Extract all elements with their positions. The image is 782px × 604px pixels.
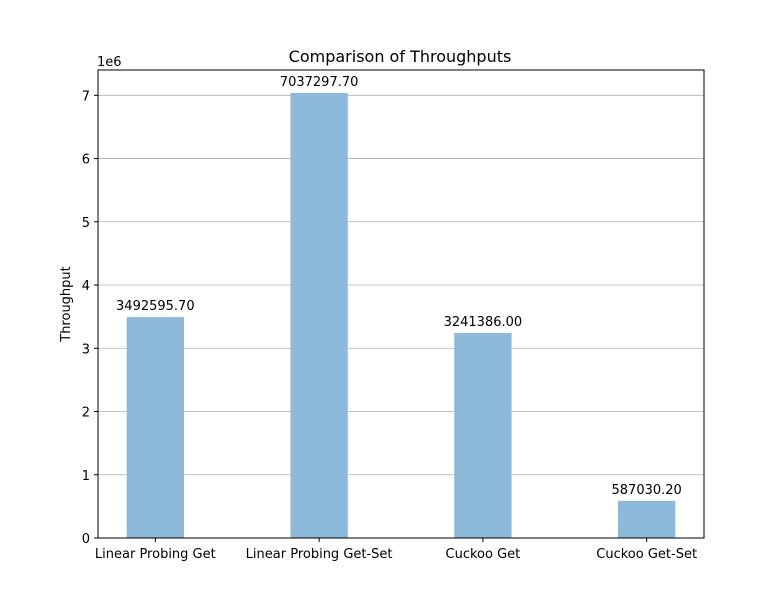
x-tick-label: Cuckoo Get [446,547,521,562]
value-label: 7037297.70 [280,75,359,90]
y-tick-label: 5 [82,216,90,231]
y-tick-label: 6 [82,153,90,168]
y-axis-offset-label: 1e6 [97,55,122,70]
x-tick-label: Linear Probing Get-Set [246,547,393,562]
gridlines [98,94,704,476]
value-label: 3492595.70 [116,299,195,314]
value-label: 3241386.00 [444,315,523,330]
plot-frame [97,69,705,539]
y-axis-ticks: 0 1 2 3 4 5 6 7 [82,89,98,547]
bars [126,92,676,538]
x-tick-label: Linear Probing Get [95,547,216,562]
bar [126,317,184,538]
bar [618,500,676,538]
y-axis-label: Throughput [59,266,74,343]
bar [290,92,348,538]
x-tick-label: Cuckoo Get-Set [596,547,697,562]
y-tick-label: 4 [82,279,90,294]
value-label: 587030.20 [612,483,682,498]
y-tick-label: 0 [82,532,90,547]
x-axis-ticks: Linear Probing Get Linear Probing Get-Set… [95,538,697,562]
y-tick-label: 3 [82,342,90,357]
value-labels: 3492595.70 7037297.70 3241386.00 587030.20 [116,75,682,498]
y-tick-label: 1 [82,469,90,484]
chart-title: Comparison of Throughputs [289,47,512,66]
y-tick-label: 2 [82,406,90,421]
y-tick-label: 7 [82,89,90,104]
bar [454,333,512,538]
